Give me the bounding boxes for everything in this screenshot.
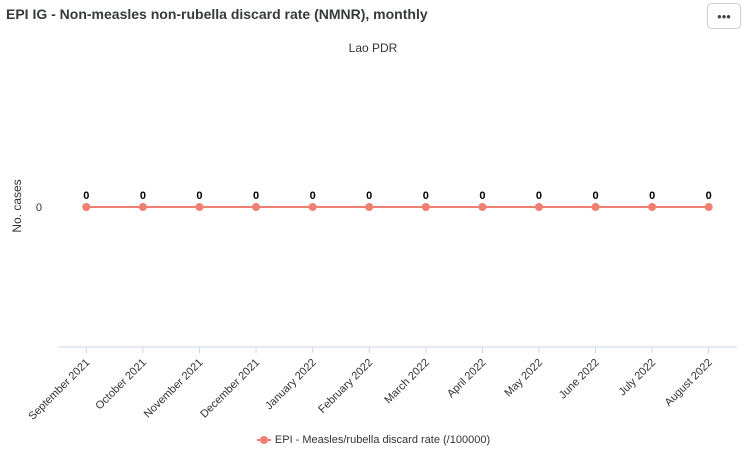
x-tick-label: May 2022 — [502, 357, 545, 400]
x-tick-label: December 2021 — [198, 357, 262, 421]
legend-label: EPI - Measles/rubella discard rate (/100… — [274, 434, 491, 446]
legend-item[interactable]: EPI - Measles/rubella discard rate (/100… — [0, 434, 747, 446]
data-label: 0 — [310, 190, 316, 202]
data-label: 0 — [423, 190, 429, 202]
x-tick-label: January 2022 — [263, 357, 319, 413]
chart-title: EPI IG - Non-measles non-rubella discard… — [6, 6, 428, 22]
y-tick-label: 0 — [36, 202, 42, 214]
x-tick-label: July 2022 — [616, 357, 658, 399]
x-tick-label: February 2022 — [316, 357, 375, 416]
chart-menu-button[interactable]: ••• — [707, 3, 741, 29]
more-horizontal-icon: ••• — [717, 8, 731, 24]
data-point[interactable] — [195, 203, 204, 211]
y-axis-title: No. cases — [10, 179, 24, 232]
data-label: 0 — [196, 190, 202, 202]
data-point[interactable] — [308, 203, 317, 211]
x-tick-label: September 2021 — [26, 357, 92, 423]
x-tick-label: March 2022 — [382, 357, 432, 407]
data-point[interactable] — [591, 203, 600, 211]
data-point[interactable] — [648, 203, 657, 211]
x-tick-label: October 2021 — [93, 357, 149, 413]
x-tick-label: November 2021 — [142, 357, 206, 421]
data-point[interactable] — [704, 203, 713, 211]
data-point[interactable] — [365, 203, 374, 211]
data-label: 0 — [706, 190, 712, 202]
data-label: 0 — [649, 190, 655, 202]
chart-subtitle: Lao PDR — [349, 41, 398, 55]
data-label: 0 — [536, 190, 542, 202]
data-point[interactable] — [82, 203, 91, 211]
data-label: 0 — [253, 190, 259, 202]
chart-header: EPI IG - Non-measles non-rubella discard… — [0, 0, 747, 34]
x-tick-label: August 2022 — [663, 357, 715, 409]
data-point[interactable] — [252, 203, 261, 211]
x-tick-label: June 2022 — [557, 357, 602, 402]
data-label: 0 — [140, 190, 146, 202]
data-label: 0 — [592, 190, 598, 202]
x-tick-label: April 2022 — [445, 357, 489, 401]
data-label: 0 — [366, 190, 372, 202]
data-point[interactable] — [138, 203, 147, 211]
data-point[interactable] — [478, 203, 487, 211]
data-point[interactable] — [534, 203, 543, 211]
data-label: 0 — [479, 190, 485, 202]
line-chart: Lao PDR No. cases 0 September 2021 October… — [10, 41, 737, 423]
data-point[interactable] — [421, 203, 430, 211]
data-label: 0 — [83, 190, 89, 202]
legend-marker-icon — [256, 435, 271, 445]
